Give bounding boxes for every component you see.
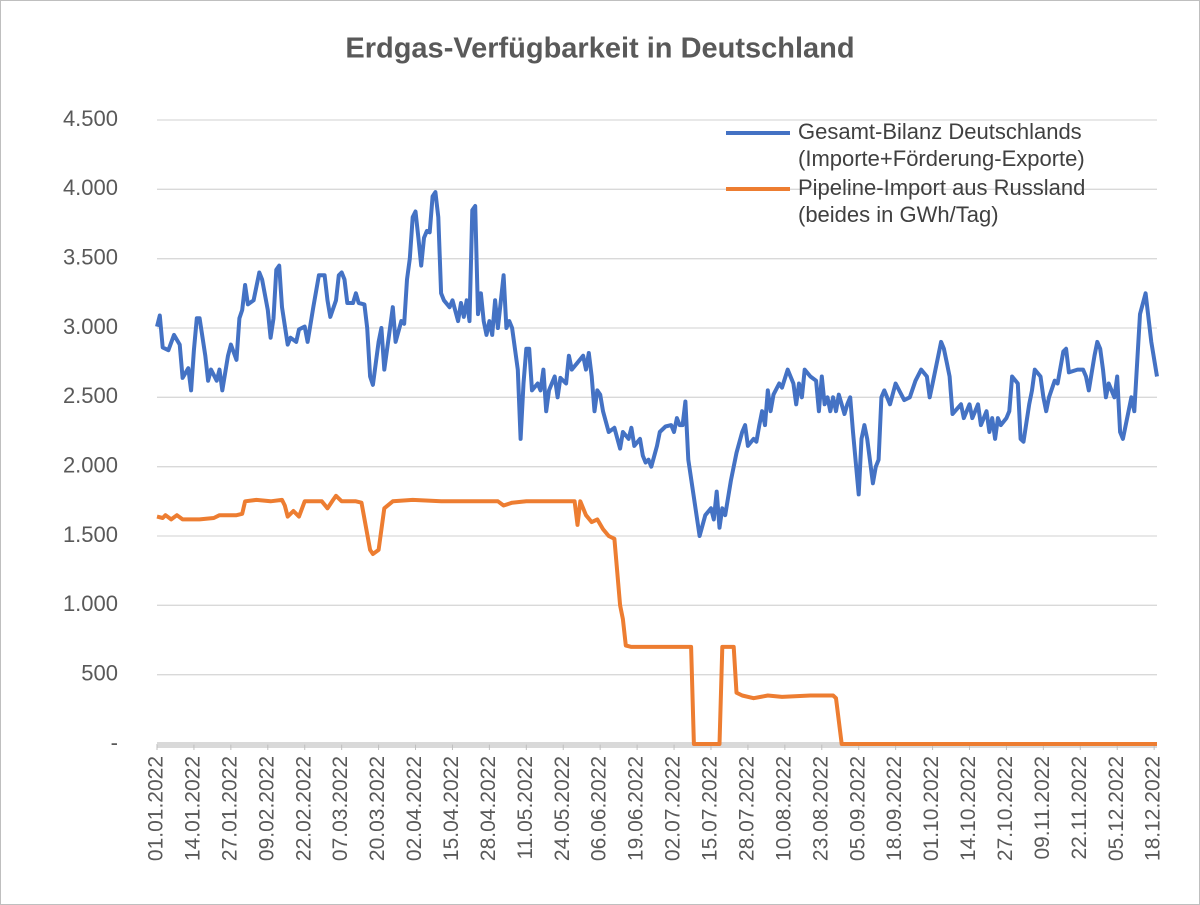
x-tick-label: 06.06.2022 [588,756,611,861]
x-tick-label: 11.05.2022 [514,756,537,860]
series-line [155,190,1159,538]
legend-item: Pipeline-Import aus Russland (beides in … [726,174,1085,228]
legend: Gesamt-Bilanz Deutschlands (Importe+Förd… [726,118,1085,230]
x-tick-label: 14.10.2022 [957,756,980,861]
y-tick-label: 2.000 [63,452,118,477]
y-tick-label: 2.500 [63,383,118,408]
legend-label: Pipeline-Import aus Russland (beides in … [798,175,1086,227]
x-tick-label: 22.11.2022 [1068,756,1091,860]
y-tick-label: 3.500 [63,244,118,269]
x-tick-label: 01.10.2022 [920,756,943,861]
y-tick-label: 3.000 [63,314,118,339]
series-line [156,493,1157,746]
y-tick-label: 500 [81,660,118,685]
x-tick-label: 07.03.2022 [329,756,352,861]
x-tick-label: 15.07.2022 [699,756,722,861]
x-tick-label: 28.07.2022 [735,756,758,861]
chart-title: Erdgas-Verfügbarkeit in Deutschland [345,33,854,65]
y-tick-label: - [111,730,118,755]
y-tick-label: 4.500 [63,106,118,131]
x-tick-label: 24.05.2022 [551,756,574,861]
x-tick-label: 05.09.2022 [846,756,869,861]
y-tick-label: 4.000 [63,175,118,200]
x-tick-label: 20.03.2022 [366,756,389,861]
x-tick-label: 05.12.2022 [1105,756,1128,861]
y-tick-label: 1.500 [63,522,118,547]
x-tick-label: 18.09.2022 [883,756,906,861]
x-tick-label: 01.01.2022 [145,756,168,861]
x-tick-label: 22.02.2022 [292,756,315,861]
x-tick-label: 18.12.2022 [1142,756,1165,861]
x-tick-label: 28.04.2022 [477,756,500,861]
x-tick-label: 09.02.2022 [255,756,278,861]
y-tick-label: 1.000 [63,591,118,616]
axis-tick-strip [157,742,1157,748]
x-tick-label: 02.07.2022 [662,756,685,861]
x-tick-label: 27.10.2022 [994,756,1017,861]
x-tick-label: 27.01.2022 [218,756,241,861]
legend-swatch [726,187,790,191]
x-tick-label: 14.01.2022 [181,756,204,861]
x-tick-label: 02.04.2022 [403,756,426,861]
x-tick-label: 15.04.2022 [440,756,463,861]
x-tick-label: 10.08.2022 [772,756,795,861]
x-tick-label: 23.08.2022 [809,756,832,861]
legend-swatch [726,131,790,135]
legend-label: Gesamt-Bilanz Deutschlands (Importe+Förd… [798,119,1085,171]
x-tick-label: 19.06.2022 [625,756,648,861]
legend-item: Gesamt-Bilanz Deutschlands (Importe+Förd… [726,118,1085,172]
x-tick-label: 09.11.2022 [1031,756,1054,860]
